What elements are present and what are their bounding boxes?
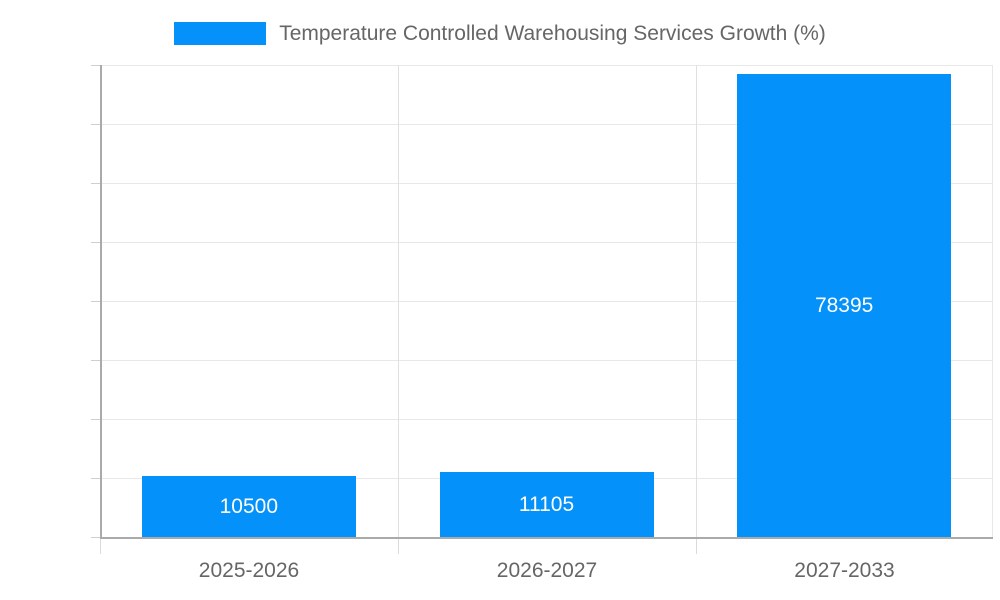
y-tick-mark-80000: [91, 65, 100, 66]
x-axis-line: [100, 537, 993, 539]
y-tick-mark-40000: [91, 301, 100, 302]
y-tick-mark-50000: [91, 242, 100, 243]
bar-2025-2026[interactable]: [141, 475, 356, 538]
bar-value-2026-2027: 11105: [518, 493, 575, 517]
x-tick-mark-start: [100, 539, 101, 554]
y-tick-mark-0: [91, 537, 100, 538]
bar-2026-2027[interactable]: [439, 472, 654, 538]
bar-value-2025-2026: 10500: [219, 494, 279, 518]
vgridline-2: [696, 65, 697, 538]
y-tick-mark-10000: [91, 478, 100, 479]
y-axis-line: [100, 65, 102, 539]
gridline-40000: [100, 301, 993, 302]
legend-swatch-icon[interactable]: [174, 21, 267, 45]
x-tick-label-2026-2027: 2026-2027: [496, 559, 598, 582]
gridline-60000: [100, 183, 993, 184]
chart-legend: Temperature Controlled Warehousing Servi…: [0, 14, 1000, 52]
gridline-20000: [100, 419, 993, 420]
x-tick-label-2027-2033: 2027-2033: [794, 559, 895, 582]
gridline-50000: [100, 242, 993, 243]
x-tick-label-2025-2026: 2025-2026: [198, 559, 300, 582]
y-tick-mark-30000: [91, 360, 100, 361]
gridline-30000: [100, 360, 993, 361]
x-tick-mark-1: [398, 539, 399, 554]
bar-value-2027-2033: 78395: [814, 294, 874, 318]
gridline-80000: [100, 65, 993, 66]
y-tick-mark-70000: [91, 124, 100, 125]
bar-2027-2033[interactable]: [737, 74, 952, 538]
y-tick-mark-60000: [91, 183, 100, 184]
y-tick-mark-20000: [91, 419, 100, 420]
legend-label: Temperature Controlled Warehousing Servi…: [279, 21, 826, 45]
x-tick-mark-2: [696, 539, 697, 554]
plot-area: 10500 11105 78395: [100, 65, 993, 538]
vgridline-1: [398, 65, 399, 538]
gridline-70000: [100, 124, 993, 125]
